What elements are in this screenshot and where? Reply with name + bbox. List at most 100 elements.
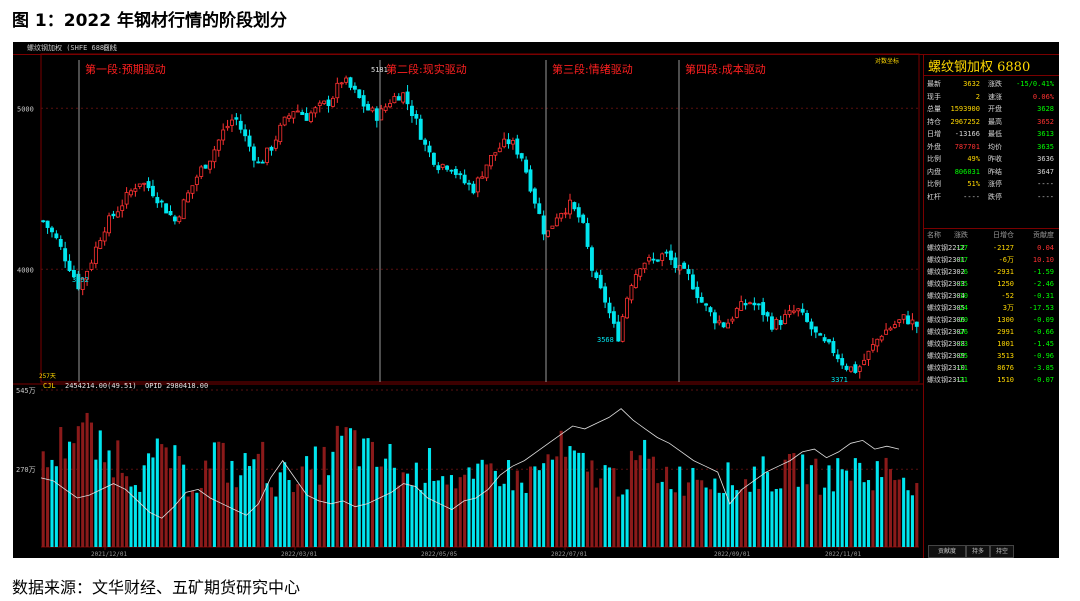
candle-body xyxy=(199,166,204,177)
candle-body xyxy=(532,188,537,204)
volume-bar xyxy=(204,460,208,547)
candle-body xyxy=(317,102,322,106)
volume-bar xyxy=(89,422,94,547)
volume-bar xyxy=(436,480,440,547)
candle-body xyxy=(361,95,366,107)
candle-body xyxy=(892,324,897,328)
volume-bar xyxy=(831,491,835,547)
period-selector[interactable]: 日线 xyxy=(103,44,117,52)
contract-row[interactable]: 螺纹钢2307 -26 2991 -0.66 xyxy=(924,326,1059,338)
volume-bar xyxy=(76,426,80,547)
volume-bar xyxy=(388,443,392,547)
volume-bar xyxy=(243,453,247,547)
contract-row[interactable]: 螺纹钢2301 -17 -6万 10.10 xyxy=(924,254,1059,266)
volume-bar xyxy=(506,460,511,547)
volume-bar xyxy=(340,435,344,547)
contract-contribution: -0.96 xyxy=(1032,352,1054,360)
volume-bar xyxy=(362,438,366,547)
volume-bar xyxy=(915,483,919,547)
volume-bar xyxy=(318,484,322,547)
candle-body xyxy=(813,326,818,333)
candle-body xyxy=(71,269,76,278)
quote-label: 杠杆 xyxy=(927,192,941,201)
price-annotation: 3568 xyxy=(597,336,614,344)
volume-bar xyxy=(744,479,748,547)
quote-value: 1593900 xyxy=(950,105,980,113)
contract-row[interactable]: 螺纹钢2212 -27 -2127 0.04 xyxy=(924,242,1059,254)
contract-contribution: 0.04 xyxy=(1037,244,1054,252)
quote-label: 总量 xyxy=(927,105,941,113)
candle-body xyxy=(93,246,98,264)
candle-body xyxy=(831,341,836,354)
candle-body xyxy=(550,225,555,229)
contract-contribution: -0.66 xyxy=(1032,328,1054,336)
volume-bar xyxy=(779,488,783,547)
tab-long-holdings[interactable]: 持多 xyxy=(966,545,990,558)
panel-divider xyxy=(924,75,1059,76)
tab-short-holdings[interactable]: 持空 xyxy=(990,545,1014,558)
contract-oi-change: 3513 xyxy=(997,352,1014,360)
volume-bar xyxy=(441,476,445,547)
tab-contribution[interactable]: 贡献度 xyxy=(928,545,966,558)
contract-contribution: -0.07 xyxy=(1032,376,1054,384)
candle-body xyxy=(67,260,72,272)
candle-body xyxy=(344,77,349,83)
volume-bar xyxy=(796,486,800,547)
volume-bar xyxy=(239,475,243,547)
contract-row[interactable]: 螺纹钢2311 -21 1510 -0.07 xyxy=(924,374,1059,386)
contract-change: -6 xyxy=(959,268,968,276)
candle-body xyxy=(256,161,261,164)
volume-bar xyxy=(212,442,216,547)
volume-bar xyxy=(41,451,45,547)
volume-bar xyxy=(801,454,805,547)
contract-row[interactable]: 螺纹钢2304 -10 -52 -0.31 xyxy=(924,290,1059,302)
candle-body xyxy=(146,181,151,189)
contract-contribution: -2.46 xyxy=(1032,280,1054,288)
volume-bar xyxy=(884,457,888,547)
quote-value: 49% xyxy=(967,155,980,163)
price-frame xyxy=(40,53,920,383)
volume-bar xyxy=(208,468,212,547)
contract-row[interactable]: 螺纹钢2302 -6 -2931 -1.59 xyxy=(924,266,1059,278)
contract-oi-change: 1001 xyxy=(997,340,1014,348)
candle-body xyxy=(906,315,910,325)
candle-body xyxy=(590,247,594,271)
volume-bar xyxy=(616,496,620,547)
volume-bar xyxy=(594,487,598,547)
candle-body xyxy=(405,91,410,105)
contract-row[interactable]: 螺纹钢2303 -15 1250 -2.46 xyxy=(924,278,1059,290)
contract-change: -25 xyxy=(955,352,968,360)
contract-name: 螺纹钢2308 xyxy=(927,340,965,348)
candle-body xyxy=(85,270,90,280)
volume-bar xyxy=(423,482,427,547)
candlestick-chart[interactable]: 5000 4000 545万 270万 对数坐标 257天 CJL 2454214.00(49… xyxy=(13,42,923,558)
volume-bar xyxy=(142,465,146,547)
volume-bar xyxy=(888,469,893,547)
candle-body xyxy=(453,168,458,175)
contract-row[interactable]: 螺纹钢2310 -11 8676 -3.85 xyxy=(924,362,1059,374)
contract-row[interactable]: 螺纹钢2309 -25 3513 -0.96 xyxy=(924,350,1059,362)
candle-body xyxy=(326,99,331,107)
quote-row: 持仓 2967252 最高 3652 xyxy=(924,116,1059,128)
candle-body xyxy=(862,359,867,365)
candle-body xyxy=(519,153,524,159)
volume-bar xyxy=(217,441,221,547)
quote-row: 日增 -13166 最低 3613 xyxy=(924,128,1059,140)
contract-row[interactable]: 螺纹钢2306 -20 1300 -0.09 xyxy=(924,314,1059,326)
contract-row[interactable]: 螺纹钢2308 -13 1001 -1.45 xyxy=(924,338,1059,350)
volume-bar xyxy=(818,494,822,547)
volume-bar xyxy=(410,485,414,547)
contract-row[interactable]: 螺纹钢2305 -24 3万 -17.53 xyxy=(924,302,1059,314)
volume-bar xyxy=(669,489,673,547)
candle-body xyxy=(866,350,871,360)
candle-body xyxy=(524,159,529,173)
candle-body xyxy=(633,274,638,288)
contract-name: 螺纹钢2212 xyxy=(927,244,965,252)
volume-bar xyxy=(862,482,866,547)
candle-body xyxy=(265,147,270,163)
contract-change: -26 xyxy=(955,328,968,336)
contract-change: -21 xyxy=(955,376,968,384)
candle-body xyxy=(717,320,722,324)
quote-row: 杠杆 ---- 跌停 ---- xyxy=(924,191,1059,203)
volume-bar xyxy=(199,487,203,547)
